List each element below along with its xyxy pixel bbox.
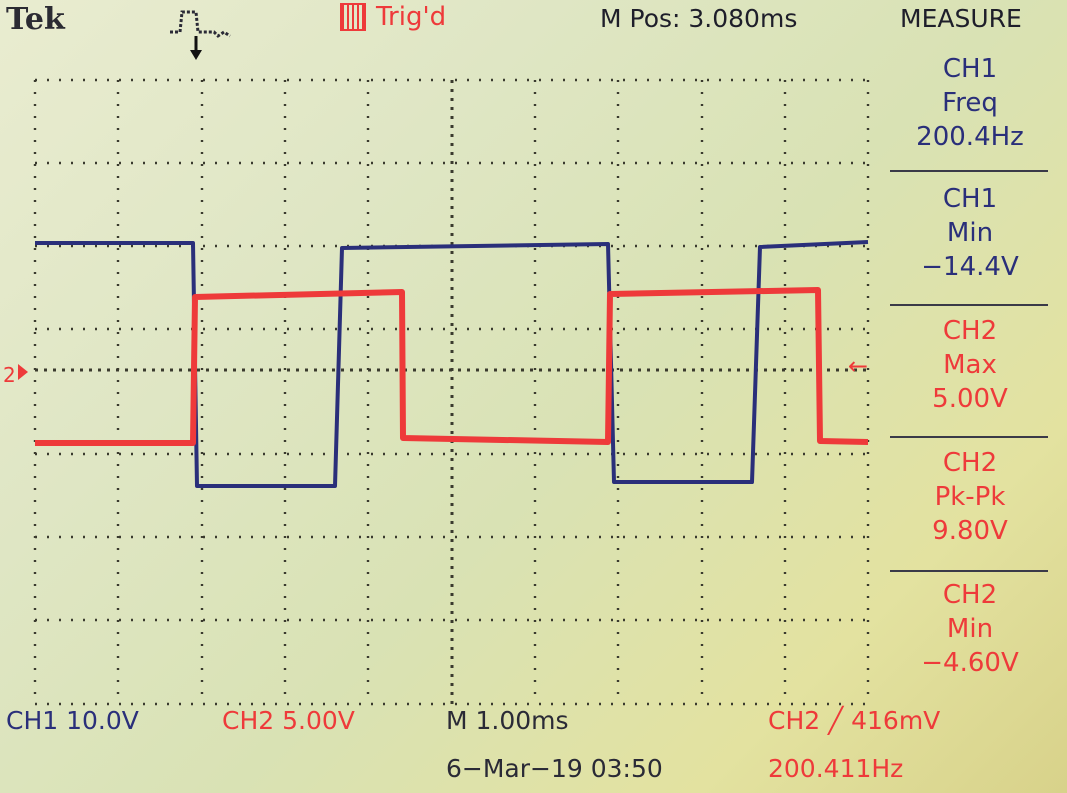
measure-value: 5.00V (932, 384, 1008, 414)
measure-channel: CH2 (942, 448, 998, 478)
measure-channel: CH2 (942, 316, 998, 346)
trigger-state-icon (340, 3, 366, 31)
measure-value: 9.80V (932, 516, 1008, 546)
ch2-ground-arrow-icon (18, 364, 28, 380)
ch2-waveform (35, 287, 869, 446)
trigger-status: Trig'd (340, 2, 446, 32)
measure-type: Min (946, 614, 994, 644)
measure-value: −4.60V (921, 648, 1019, 678)
measure-type: Min (946, 218, 994, 248)
ch2-ground-marker: 2 (3, 363, 16, 387)
waveform-display: 2 ← (0, 42, 880, 706)
timebase: M 1.00ms (446, 706, 569, 735)
trigger-frequency: 200.411Hz (768, 754, 904, 783)
measure-ch2-max[interactable]: CH2 Max 5.00V (890, 314, 1050, 416)
ch1-scale: CH1 10.0V (6, 706, 139, 735)
measure-panel: CH1 Freq 200.4Hz CH1 Min −14.4V CH2 Max … (880, 42, 1055, 706)
measure-divider (890, 436, 1048, 438)
measure-type: Pk-Pk (934, 482, 1006, 512)
measure-ch1-min[interactable]: CH1 Min −14.4V (890, 182, 1050, 284)
measure-divider (890, 570, 1048, 572)
date-time: 6−Mar−19 03:50 (446, 754, 663, 783)
measure-channel: CH2 (942, 580, 998, 610)
measure-value: 200.4Hz (916, 122, 1024, 152)
brand-logo: Tek (6, 2, 65, 37)
trigger-status-label: Trig'd (376, 2, 447, 32)
measure-channel: CH1 (942, 184, 998, 214)
measure-divider (890, 304, 1048, 306)
measure-value: −14.4V (921, 252, 1019, 282)
measure-type: Max (943, 350, 997, 380)
bottom-status-bar: CH1 10.0V CH2 5.00V M 1.00ms 6−Mar−19 03… (0, 704, 1067, 793)
ch2-scale: CH2 5.00V (222, 706, 355, 735)
measure-channel: CH1 (942, 54, 998, 84)
measure-divider (890, 170, 1048, 172)
horizontal-position: M Pos: 3.080ms (600, 4, 798, 33)
graticule-center (35, 80, 868, 704)
measure-ch2-min[interactable]: CH2 Min −4.60V (890, 578, 1050, 680)
measure-ch1-freq[interactable]: CH1 Freq 200.4Hz (890, 52, 1050, 154)
measure-type: Freq (942, 88, 998, 118)
trigger-level-marker: ← (848, 352, 868, 380)
trigger-source: CH2 ╱ 416mV (768, 706, 941, 735)
measure-ch2-pkpk[interactable]: CH2 Pk-Pk 9.80V (890, 446, 1050, 548)
pulse-trigger-icon (170, 10, 231, 60)
graticule (33, 78, 870, 706)
top-status-bar: Tek Trig'd M Pos: 3.080ms MEASURE (0, 0, 1067, 60)
measure-title: MEASURE (900, 4, 1022, 33)
